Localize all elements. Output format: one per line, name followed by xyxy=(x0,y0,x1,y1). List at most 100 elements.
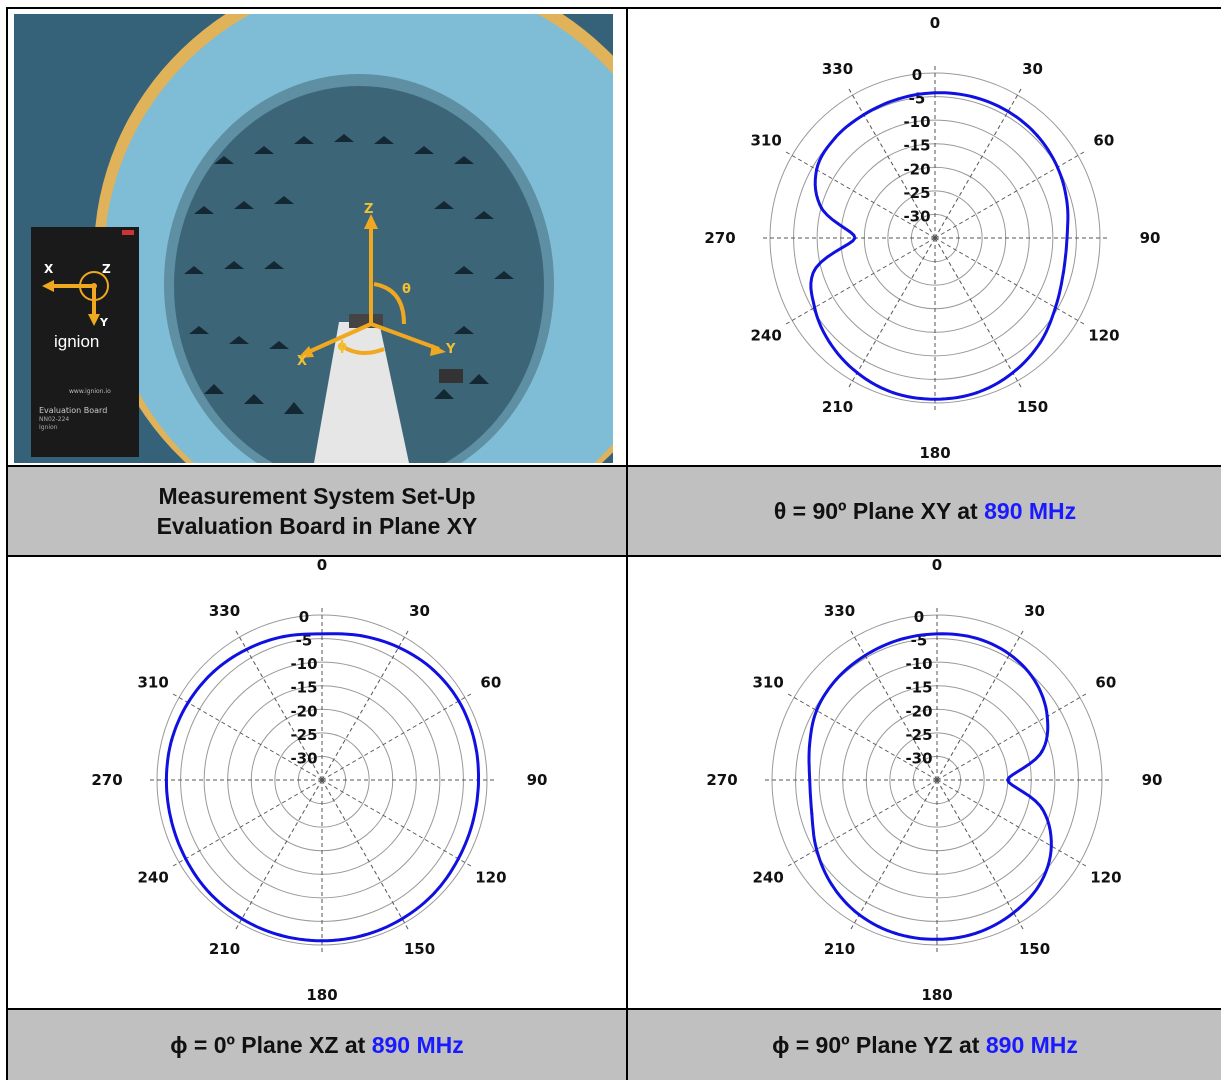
angle-label-150: 150 xyxy=(404,940,435,958)
data-point-270 xyxy=(853,236,857,240)
data-point-225 xyxy=(207,891,211,895)
angle-label-330: 330 xyxy=(824,602,855,620)
spoke-150 xyxy=(321,779,409,931)
data-point-165 xyxy=(362,933,366,937)
ring-label--10: -10 xyxy=(905,655,932,673)
ring-label--5: -5 xyxy=(296,632,313,650)
data-point-30 xyxy=(1006,109,1010,113)
data-point-150 xyxy=(1012,911,1016,915)
data-point-90 xyxy=(1065,236,1069,240)
data-point-270 xyxy=(164,778,168,782)
angle-label-270: 270 xyxy=(704,229,735,247)
ring-label--25: -25 xyxy=(903,184,930,202)
data-point-315 xyxy=(834,677,838,681)
data-point-225 xyxy=(830,883,834,887)
spoke-30 xyxy=(936,629,1024,781)
border-middle xyxy=(626,7,628,1080)
data-point-75 xyxy=(472,737,476,741)
angle-label-120: 120 xyxy=(475,869,506,887)
data-point-135 xyxy=(1038,341,1042,345)
data-point-105 xyxy=(1040,806,1044,810)
data-point-45 xyxy=(431,667,435,671)
spoke-210 xyxy=(850,779,938,931)
angle-label-150: 150 xyxy=(1017,398,1048,416)
angle-label-0: 0 xyxy=(932,557,942,574)
polar-chart-yz: 0 30 60 90 120 150 180 210 240 270 310 330 0 -5 -10 -15… xyxy=(628,557,1221,1008)
spoke-30 xyxy=(934,87,1022,239)
data-point-45 xyxy=(1033,680,1037,684)
figure-grid: Z X Y θ ϕ X Z Y ignion www.ignion.io Eva… xyxy=(6,7,1221,1080)
data-point-345 xyxy=(282,635,286,639)
data-point-60 xyxy=(1045,714,1049,718)
spoke-300 xyxy=(786,693,938,781)
axes-overlay xyxy=(42,214,446,358)
spoke-240 xyxy=(784,237,936,325)
angle-label-210: 210 xyxy=(824,940,855,958)
data-point-0 xyxy=(320,632,324,636)
spoke-240 xyxy=(786,779,938,867)
angle-label-180: 180 xyxy=(306,986,337,1004)
ring-label--15: -15 xyxy=(903,137,930,155)
ring-label--10: -10 xyxy=(290,655,317,673)
data-point-150 xyxy=(400,917,404,921)
angle-label-310: 310 xyxy=(752,674,783,692)
border-row3 xyxy=(6,1008,1221,1010)
spoke-300 xyxy=(171,693,323,781)
angle-label-60: 60 xyxy=(1093,132,1114,150)
spoke-330 xyxy=(848,87,936,239)
spoke-60 xyxy=(936,693,1088,781)
spoke-60 xyxy=(934,151,1086,239)
angle-label-180: 180 xyxy=(919,444,950,462)
data-point-15 xyxy=(359,634,363,638)
angle-label-310: 310 xyxy=(750,132,781,150)
theta-arc xyxy=(373,282,406,325)
z-axis-label: Z xyxy=(364,202,374,217)
ring-label--10: -10 xyxy=(903,113,930,131)
ring-label--20: -20 xyxy=(290,702,317,720)
spoke-150 xyxy=(934,237,1022,389)
data-point-165 xyxy=(974,391,978,395)
data-point-210 xyxy=(855,371,859,375)
angle-label-180: 180 xyxy=(921,986,952,1004)
data-point-135 xyxy=(433,891,437,895)
data-point-90 xyxy=(477,778,481,782)
caption-yz: ϕ = 90º Plane YZ at 890 MHz xyxy=(628,1010,1221,1080)
data-point-150 xyxy=(1011,371,1015,375)
spoke-330 xyxy=(850,629,938,781)
data-point-240 xyxy=(184,857,188,861)
data-point-240 xyxy=(813,306,817,310)
phi-arc xyxy=(337,342,385,355)
spoke-120 xyxy=(321,779,473,867)
angle-label-330: 330 xyxy=(209,602,240,620)
angle-label-120: 120 xyxy=(1090,869,1121,887)
ring-label--30: -30 xyxy=(290,749,317,767)
ring-label--30: -30 xyxy=(903,207,930,225)
data-point-255 xyxy=(810,812,814,816)
y-axis-line xyxy=(370,322,440,351)
board-x-label: X xyxy=(44,262,54,276)
data-point-330 xyxy=(245,647,249,651)
angle-label-30: 30 xyxy=(409,602,430,620)
chamber-illustration xyxy=(14,14,613,463)
data-point-180 xyxy=(933,397,937,401)
ring--10 xyxy=(203,661,441,899)
caption-xy-text: θ = 90º Plane XY at xyxy=(773,498,985,524)
data-point-165 xyxy=(976,931,980,935)
data-point-15 xyxy=(971,95,975,99)
angle-label-270: 270 xyxy=(91,771,122,789)
board-title: Evaluation Board xyxy=(39,406,108,415)
data-point-315 xyxy=(833,136,837,140)
caption-yz-text: ϕ = 90º Plane YZ at xyxy=(772,1032,986,1058)
data-point-30 xyxy=(1008,652,1012,656)
caption-setup-line1: Measurement System Set-Up xyxy=(158,483,476,509)
angle-label-0: 0 xyxy=(930,14,940,32)
caption-xz-freq: 890 MHz xyxy=(371,1032,464,1058)
x-axis-line xyxy=(303,322,372,356)
spoke-300 xyxy=(784,151,936,239)
caption-xz: ϕ = 0º Plane XZ at 890 MHz xyxy=(8,1010,626,1080)
border-left xyxy=(6,7,8,1080)
data-point-105 xyxy=(471,819,475,823)
angle-label-310: 310 xyxy=(137,674,168,692)
measurement-photo: Z X Y θ ϕ X Z Y ignion www.ignion.io Eva… xyxy=(14,14,613,463)
